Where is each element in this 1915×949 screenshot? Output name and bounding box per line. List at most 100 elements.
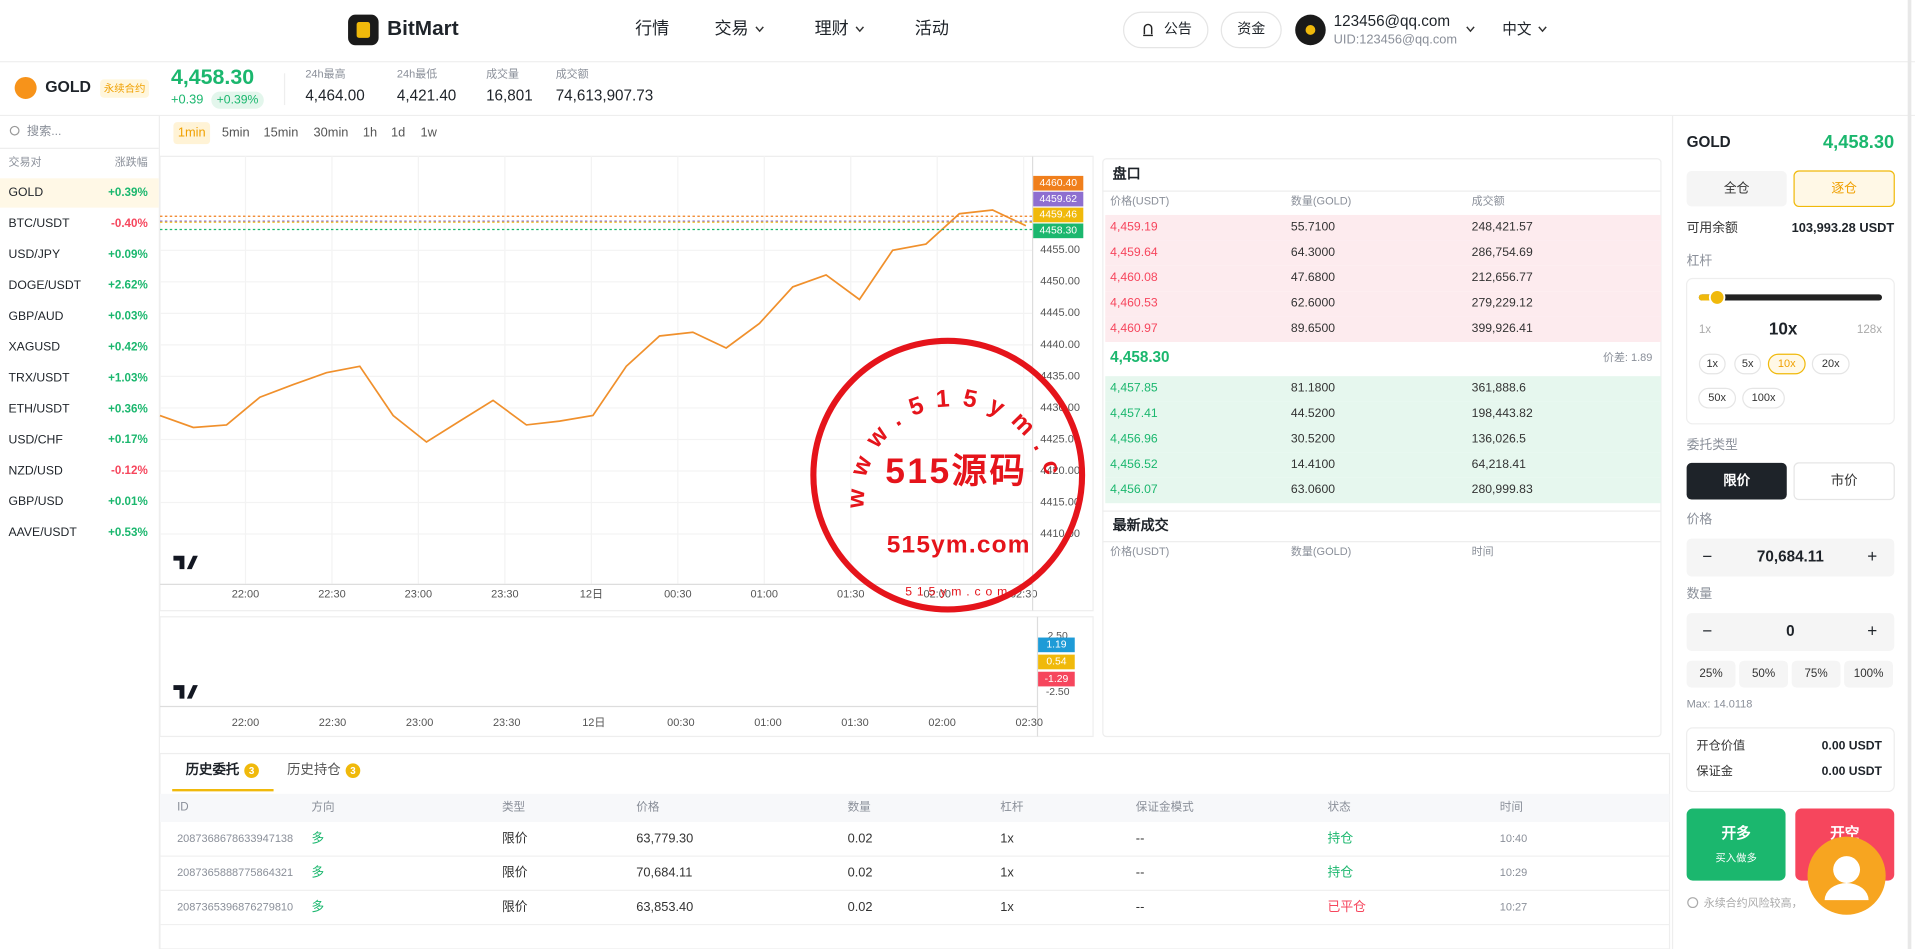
mode-button[interactable] xyxy=(1686,171,1787,207)
y-tick-label: 4435.00 xyxy=(1040,370,1080,382)
pair-name[interactable]: XAGUSD xyxy=(9,340,61,354)
nav-item[interactable]: 活动 xyxy=(915,19,949,38)
timeframe[interactable]: 1h xyxy=(363,125,377,140)
timeframe[interactable]: 30min xyxy=(314,125,349,140)
plus-button[interactable]: + xyxy=(1867,547,1877,566)
order-type-active[interactable] xyxy=(1686,462,1787,500)
pair-change: +0.39% xyxy=(108,186,148,199)
lev-preset[interactable] xyxy=(1698,353,1726,375)
y-tick-label: 4410.00 xyxy=(1040,528,1080,540)
timeframe[interactable]: 5min xyxy=(222,125,250,140)
ask-cell: 212,656.77 xyxy=(1472,270,1533,284)
price-tag-text: 4459.46 xyxy=(1039,210,1077,221)
ask-cell: 62.6000 xyxy=(1291,296,1335,310)
pair-name[interactable]: AAVE/USDT xyxy=(9,525,78,539)
pair-name[interactable]: BTC/USDT xyxy=(9,216,71,230)
info-icon xyxy=(1687,897,1699,909)
pct-button[interactable] xyxy=(1686,660,1736,688)
funds-button[interactable] xyxy=(1220,11,1282,49)
notice-button[interactable] xyxy=(1122,11,1209,49)
column-header: 交易对 xyxy=(9,154,42,168)
lev-preset[interactable] xyxy=(1698,387,1737,409)
pair-name[interactable]: ETH/USDT xyxy=(9,402,71,416)
macd-tag xyxy=(1038,654,1075,670)
minus-button[interactable]: − xyxy=(1702,622,1712,641)
pct-text: 50% xyxy=(1752,667,1775,680)
order-type-button[interactable] xyxy=(1793,462,1895,501)
pair-name[interactable]: USD/CHF xyxy=(9,432,63,446)
order-cell: 已平仓 xyxy=(1328,899,1367,914)
stat-label: 成交量 xyxy=(486,66,519,80)
slider-track xyxy=(1698,294,1883,301)
search-icon xyxy=(9,125,20,136)
macd-level: -2.50 xyxy=(1046,687,1070,698)
price-value: 70,684.11 xyxy=(1757,549,1825,566)
macd-tag xyxy=(1038,671,1075,687)
plus-button[interactable]: + xyxy=(1867,622,1877,641)
mode-button-active[interactable] xyxy=(1793,170,1895,208)
chevron-icon xyxy=(1466,26,1475,33)
pair-name[interactable]: TRX/USDT xyxy=(9,371,71,385)
info-value: 0.00 USDT xyxy=(1822,764,1883,778)
lev-preset[interactable] xyxy=(1742,387,1785,409)
timeframe[interactable]: 1w xyxy=(420,125,437,140)
pct-button[interactable] xyxy=(1791,660,1841,688)
macd-x-label: 12日 xyxy=(582,717,605,729)
qty-input[interactable] xyxy=(1686,613,1895,651)
tab[interactable]: 历史持仓 xyxy=(287,762,341,777)
nav-item[interactable]: 行情 xyxy=(635,19,669,38)
stamp-url-small: 515ym.com xyxy=(905,585,1012,599)
tag-bg xyxy=(100,79,149,98)
avatar-badge xyxy=(1305,25,1316,35)
lev-preset[interactable] xyxy=(1734,353,1762,375)
column-header: 成交额 xyxy=(1472,193,1505,207)
pair-name[interactable]: GBP/USD xyxy=(9,494,64,508)
pct-button[interactable] xyxy=(1844,660,1894,688)
minus-button[interactable]: − xyxy=(1702,547,1712,566)
timeframe[interactable]: 1min xyxy=(178,125,206,140)
pair-name[interactable]: DOGE/USDT xyxy=(9,278,82,292)
pair-name[interactable]: USD/JPY xyxy=(9,247,61,261)
x-tick-label: 01:30 xyxy=(837,589,865,601)
search-input[interactable]: 搜索... xyxy=(27,123,62,138)
order-cell: 70,684.11 xyxy=(636,865,692,880)
lev-preset[interactable] xyxy=(1767,353,1806,375)
timeframe[interactable]: 15min xyxy=(263,125,298,140)
y-tick-label: 4455.00 xyxy=(1040,244,1080,256)
pct-button[interactable] xyxy=(1739,660,1788,688)
lev-preset-text: 10x xyxy=(1778,358,1796,370)
bid-cell: 136,026.5 xyxy=(1472,431,1527,445)
column-header: 价格(USDT) xyxy=(1110,544,1169,558)
leverage-label: 杠杆 xyxy=(1687,253,1713,268)
lev-preset[interactable] xyxy=(1811,353,1850,375)
mid-price: 4,458.30 xyxy=(1110,349,1169,366)
price-input[interactable] xyxy=(1686,538,1895,577)
pair-change: +0.17% xyxy=(108,433,148,446)
order-cell: 持仓 xyxy=(1328,865,1354,880)
stat-label: 成交额 xyxy=(556,66,589,80)
price-line xyxy=(159,209,1027,444)
long-button[interactable] xyxy=(1686,808,1786,881)
language[interactable]: 中文 xyxy=(1502,21,1532,38)
ask-row-bg xyxy=(1105,265,1661,292)
column-header: 类型 xyxy=(502,799,526,813)
y-tick-label: 4445.00 xyxy=(1040,307,1080,319)
nav-item[interactable]: 理财 xyxy=(815,19,849,38)
pair-name[interactable]: GOLD xyxy=(9,185,44,199)
slider-thumb[interactable] xyxy=(1708,289,1726,306)
bid-cell: 64,218.41 xyxy=(1472,457,1527,471)
nav-item[interactable]: 交易 xyxy=(714,19,748,38)
ask-price: 4,460.97 xyxy=(1110,321,1158,335)
tab[interactable]: 历史委托 xyxy=(186,761,240,777)
lev-min: 1x xyxy=(1699,323,1711,336)
timeframe[interactable]: 1d xyxy=(391,125,405,140)
price-tag-text: 4458.30 xyxy=(1039,226,1077,237)
pair-name[interactable]: NZD/USD xyxy=(9,463,63,477)
macd-x-label: 23:30 xyxy=(493,717,521,729)
pair-name[interactable]: GBP/AUD xyxy=(9,309,64,323)
y-tick-label: 4425.00 xyxy=(1040,433,1080,445)
y-tick-label: 4430.00 xyxy=(1040,402,1080,414)
ask-cell: 248,421.57 xyxy=(1472,219,1533,233)
pct-text: 75% xyxy=(1804,667,1827,680)
ask-cell: 64.3000 xyxy=(1291,245,1335,259)
